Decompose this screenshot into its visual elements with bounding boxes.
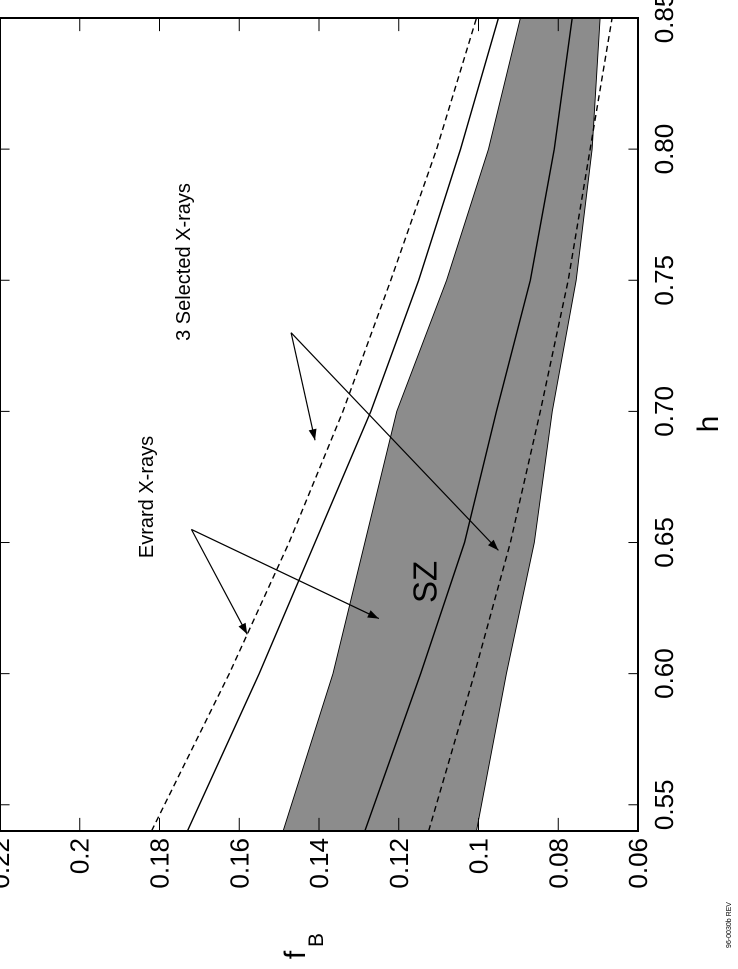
series-line-3 [152,18,477,831]
series-line-1 [187,18,498,831]
arrowhead [308,428,317,441]
series-line-4 [429,18,612,831]
arrowhead [238,622,248,635]
y-tick-label: 0.18 [145,838,175,889]
series-line-2 [365,18,572,831]
y-tick-label: 0.22 [0,838,15,889]
x-tick-label: 0.80 [649,124,679,175]
x-tick-label: 0.65 [649,517,679,568]
y-tick-label: 0.06 [623,838,653,889]
sz-band [283,18,600,831]
label-group: 0.55 0.60 0.65 0.70 0.75 0.80 0.85 0.06 0.08 0.1 0… [0,0,725,959]
y-axis-title: f [279,950,312,959]
y-tick-label: 0.14 [304,838,334,889]
plot-area [0,18,638,831]
annotation-label-evrard: Evrard X-rays [136,436,158,558]
footer-code: 96-0030b REV [726,902,733,948]
annotation-arrow [291,333,315,441]
tick-marks [0,18,638,831]
x-axis-title: h [692,416,725,433]
y-axis-title-subscript: B [305,933,328,947]
annotation-label-selected: 3 Selected X-rays [173,183,195,341]
x-tick-label: 0.70 [649,386,679,437]
x-tick-label: 0.55 [649,779,679,830]
x-tick-label: 0.85 [649,0,679,43]
y-tick-label: 0.08 [543,838,573,889]
x-tick-label: 0.75 [649,255,679,306]
arrowhead [488,539,499,551]
series-group [152,18,613,831]
annotation-arrow [191,529,378,618]
annotation-arrows [191,333,498,635]
y-tick-label: 0.16 [224,838,254,889]
x-tick-label: 0.60 [649,648,679,699]
arrowhead [367,610,379,619]
annotation-arrow [191,529,247,634]
y-tick-label: 0.1 [464,838,494,874]
y-tick-label: 0.12 [384,838,414,889]
band-label: SZ [407,561,444,603]
y-tick-label: 0.2 [65,838,95,874]
annotation-arrow [291,333,498,551]
